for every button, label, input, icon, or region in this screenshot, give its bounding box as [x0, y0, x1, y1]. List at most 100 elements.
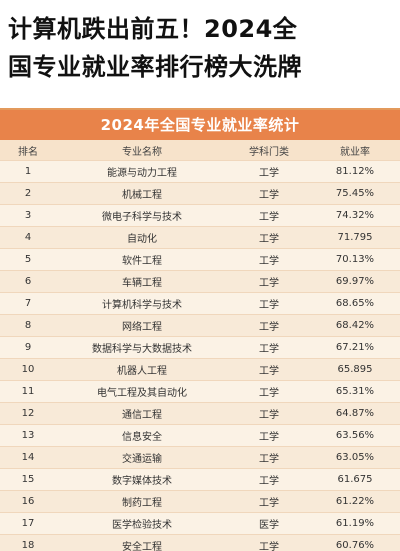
cell-category: 工学 — [228, 160, 310, 183]
cell-rate: 61.675 — [310, 468, 400, 491]
cell-major: 电气工程及其自动化 — [56, 380, 228, 403]
cell-rank: 16 — [0, 490, 56, 513]
headline-line-1: 计算机跌出前五！2024全 — [8, 15, 298, 43]
header-major: 专业名称 — [56, 140, 228, 161]
cell-category: 工学 — [228, 468, 310, 491]
ranking-table-card: 2024年全国专业就业率统计 排名 专业名称 学科门类 就业率 1 能源与动力工程… — [0, 108, 400, 551]
cell-rate: 60.76% — [310, 534, 400, 551]
table-row: 3 微电子科学与技术 工学 74.32% — [0, 204, 400, 227]
cell-category: 工学 — [228, 270, 310, 293]
cell-rate: 70.13% — [310, 248, 400, 271]
cell-category: 工学 — [228, 534, 310, 551]
cell-rate: 69.97% — [310, 270, 400, 293]
cell-rank: 17 — [0, 512, 56, 535]
cell-rate: 68.42% — [310, 314, 400, 337]
header-rank: 排名 — [0, 140, 56, 161]
cell-rank: 3 — [0, 204, 56, 227]
cell-major: 自动化 — [56, 226, 228, 249]
cell-rate: 75.45% — [310, 182, 400, 205]
table-row: 4 自动化 工学 71.795 — [0, 226, 400, 249]
cell-rate: 74.32% — [310, 204, 400, 227]
cell-major: 能源与动力工程 — [56, 160, 228, 183]
cell-category: 工学 — [228, 292, 310, 315]
cell-category: 医学 — [228, 512, 310, 535]
table-row: 10 机器人工程 工学 65.895 — [0, 358, 400, 381]
table-row: 2 机械工程 工学 75.45% — [0, 182, 400, 205]
table-header-row: 排名 专业名称 学科门类 就业率 — [0, 140, 400, 161]
table-row: 13 信息安全 工学 63.56% — [0, 424, 400, 447]
cell-major: 机器人工程 — [56, 358, 228, 381]
cell-rank: 2 — [0, 182, 56, 205]
table-body: 1 能源与动力工程 工学 81.12% 2 机械工程 工学 75.45% 3 微电子科学与技术 工学… — [0, 160, 400, 551]
table-row: 16 制药工程 工学 61.22% — [0, 490, 400, 513]
cell-rate: 61.22% — [310, 490, 400, 513]
cell-rank: 13 — [0, 424, 56, 447]
cell-major: 计算机科学与技术 — [56, 292, 228, 315]
table-row: 7 计算机科学与技术 工学 68.65% — [0, 292, 400, 315]
cell-major: 医学检验技术 — [56, 512, 228, 535]
cell-rate: 81.12% — [310, 160, 400, 183]
table-row: 11 电气工程及其自动化 工学 65.31% — [0, 380, 400, 403]
header-rate: 就业率 — [310, 140, 400, 161]
table-row: 9 数据科学与大数据技术 工学 67.21% — [0, 336, 400, 359]
ranking-table: 排名 专业名称 学科门类 就业率 1 能源与动力工程 工学 81.12% 2 机械工程 工学… — [0, 140, 400, 551]
cell-category: 工学 — [228, 402, 310, 425]
cell-rank: 1 — [0, 160, 56, 183]
table-row: 17 医学检验技术 医学 61.19% — [0, 512, 400, 535]
cell-category: 工学 — [228, 248, 310, 271]
cell-category: 工学 — [228, 182, 310, 205]
cell-major: 微电子科学与技术 — [56, 204, 228, 227]
cell-major: 数据科学与大数据技术 — [56, 336, 228, 359]
cell-rate: 65.895 — [310, 358, 400, 381]
cell-category: 工学 — [228, 314, 310, 337]
cell-major: 车辆工程 — [56, 270, 228, 293]
header-category: 学科门类 — [228, 140, 310, 161]
cell-major: 软件工程 — [56, 248, 228, 271]
table-row: 15 数字媒体技术 工学 61.675 — [0, 468, 400, 491]
cell-major: 安全工程 — [56, 534, 228, 551]
cell-category: 工学 — [228, 336, 310, 359]
cell-rank: 9 — [0, 336, 56, 359]
table-row: 1 能源与动力工程 工学 81.12% — [0, 160, 400, 183]
cell-rank: 18 — [0, 534, 56, 551]
cell-rank: 14 — [0, 446, 56, 469]
cell-rate: 64.87% — [310, 402, 400, 425]
cell-rate: 65.31% — [310, 380, 400, 403]
cell-rank: 12 — [0, 402, 56, 425]
table-row: 12 通信工程 工学 64.87% — [0, 402, 400, 425]
cell-rate: 63.56% — [310, 424, 400, 447]
cell-category: 工学 — [228, 226, 310, 249]
cell-category: 工学 — [228, 380, 310, 403]
cell-rank: 8 — [0, 314, 56, 337]
cell-major: 网络工程 — [56, 314, 228, 337]
cell-category: 工学 — [228, 490, 310, 513]
cell-rank: 11 — [0, 380, 56, 403]
cell-rank: 5 — [0, 248, 56, 271]
cell-rank: 6 — [0, 270, 56, 293]
table-title: 2024年全国专业就业率统计 — [0, 110, 400, 140]
cell-rank: 15 — [0, 468, 56, 491]
table-row: 5 软件工程 工学 70.13% — [0, 248, 400, 271]
cell-rank: 4 — [0, 226, 56, 249]
cell-rate: 63.05% — [310, 446, 400, 469]
table-row: 18 安全工程 工学 60.76% — [0, 534, 400, 551]
cell-category: 工学 — [228, 446, 310, 469]
cell-rate: 71.795 — [310, 226, 400, 249]
cell-category: 工学 — [228, 204, 310, 227]
table-row: 6 车辆工程 工学 69.97% — [0, 270, 400, 293]
cell-rate: 67.21% — [310, 336, 400, 359]
cell-rank: 10 — [0, 358, 56, 381]
cell-category: 工学 — [228, 424, 310, 447]
cell-major: 制药工程 — [56, 490, 228, 513]
cell-category: 工学 — [228, 358, 310, 381]
cell-major: 机械工程 — [56, 182, 228, 205]
table-row: 8 网络工程 工学 68.42% — [0, 314, 400, 337]
cell-rank: 7 — [0, 292, 56, 315]
cell-major: 交通运输 — [56, 446, 228, 469]
headline-line-2: 国专业就业率排行榜大洗牌 — [8, 53, 302, 81]
cell-major: 信息安全 — [56, 424, 228, 447]
cell-rate: 61.19% — [310, 512, 400, 535]
table-row: 14 交通运输 工学 63.05% — [0, 446, 400, 469]
headline: 计算机跌出前五！2024全 国专业就业率排行榜大洗牌 — [8, 10, 394, 86]
